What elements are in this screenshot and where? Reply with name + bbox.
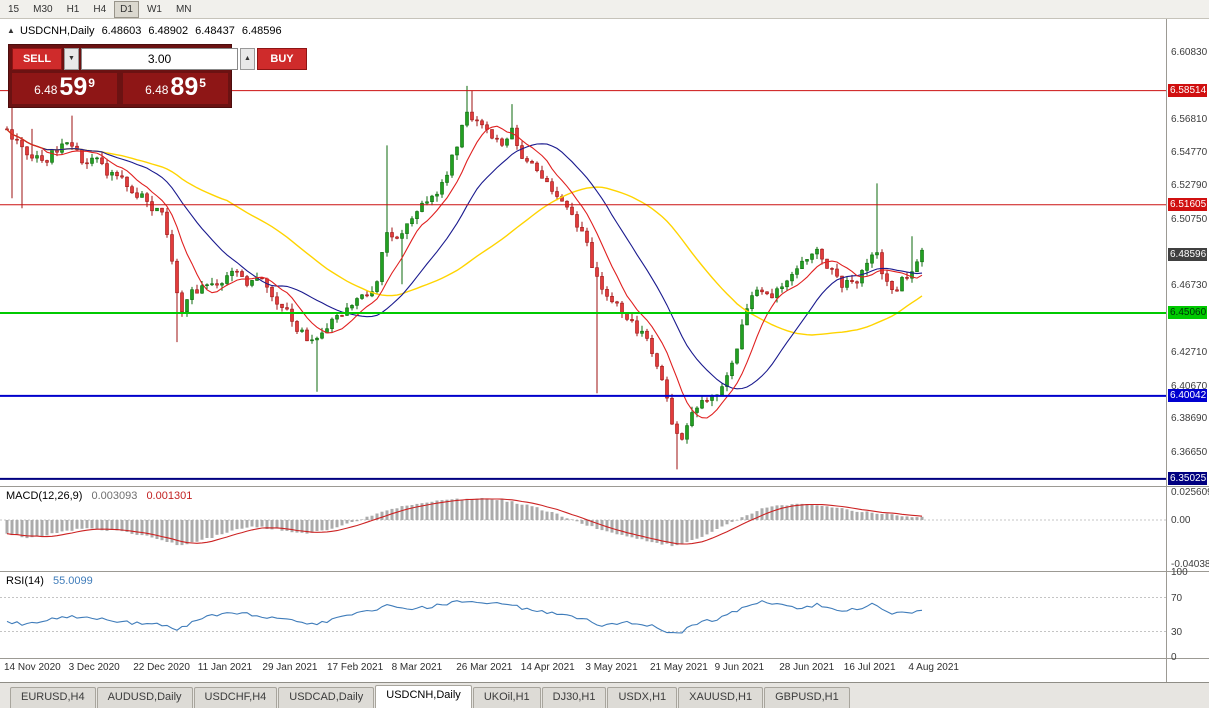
timeframe-button-m30[interactable]: M30 xyxy=(27,1,58,18)
ohlc-close: 6.48596 xyxy=(241,25,282,37)
sell-price-prefix: 6.48 xyxy=(34,82,58,97)
price-tick: 6.42710 xyxy=(1171,346,1208,358)
price-tick: 6.60830 xyxy=(1171,47,1208,59)
chart-tab-eurusd-h4[interactable]: EURUSD,H4 xyxy=(10,687,96,708)
buy-price-pip: 5 xyxy=(199,76,206,90)
ohlc-info: USDCNH,Daily 6.48603 6.48902 6.48437 6.4… xyxy=(20,25,282,37)
rsi-indicator-label: RSI(14) 55.0099 xyxy=(6,575,99,587)
timeframe-button-d1[interactable]: D1 xyxy=(114,0,139,18)
price-tick: 6.50750 xyxy=(1171,213,1208,225)
price-badge: 6.45060 xyxy=(1168,306,1207,319)
rsi-axis-tick: 0 xyxy=(1171,652,1177,663)
price-tick: 6.40670 xyxy=(1171,380,1208,392)
volume-decrease-button[interactable]: ▼ xyxy=(64,48,79,70)
chart-tab-ukoil-h1[interactable]: UKOil,H1 xyxy=(472,687,541,708)
sell-price-pip: 9 xyxy=(88,76,95,90)
date-label: 22 Dec 2020 xyxy=(133,662,190,673)
chart-symbol-label: USDCNH,Daily xyxy=(20,25,95,37)
price-tick: 6.52790 xyxy=(1171,180,1208,192)
date-label: 11 Jan 2021 xyxy=(197,662,253,673)
date-label: 3 Dec 2020 xyxy=(68,662,120,673)
date-label: 16 Jul 2021 xyxy=(843,662,896,673)
date-axis[interactable]: 14 Nov 2020 3 Dec 2020 22 Dec 2020 11 Jan 2… xyxy=(0,660,1166,680)
date-label: 9 Jun 2021 xyxy=(714,662,765,673)
rsi-axis-tick: 30 xyxy=(1171,626,1183,638)
chart-tab-gbpusd-h1[interactable]: GBPUSD,H1 xyxy=(764,687,850,708)
price-badge: 6.58514 xyxy=(1168,83,1207,97)
date-label: 14 Nov 2020 xyxy=(4,662,61,673)
timeframe-button-mn[interactable]: MN xyxy=(170,1,198,18)
rsi-axis-tick: 70 xyxy=(1171,592,1183,604)
chart-tab-xauusd-h1[interactable]: XAUUSD,H1 xyxy=(678,687,764,708)
chart-tab-usdx-h1[interactable]: USDX,H1 xyxy=(607,687,678,708)
buy-price-display[interactable]: 6.48 89 5 xyxy=(123,73,228,104)
price-tick: 6.38690 xyxy=(1171,413,1208,425)
timeframe-button-15[interactable]: 15 xyxy=(2,1,25,18)
timeframe-button-h4[interactable]: H4 xyxy=(87,1,112,18)
rsi-axis-tick: 100 xyxy=(1171,567,1188,578)
sell-price-main: 59 xyxy=(59,73,88,101)
price-badge: 6.40042 xyxy=(1168,388,1207,402)
macd-axis-tick: 0.025609 xyxy=(1171,487,1209,499)
date-label: 21 May 2021 xyxy=(650,662,708,673)
ohlc-high: 6.48902 xyxy=(148,25,189,37)
chart-tab-usdchf-h4[interactable]: USDCHF,H4 xyxy=(193,687,278,708)
macd-axis-tick: 0.00 xyxy=(1171,515,1191,526)
price-scale[interactable]: 6.60830 6.56810 6.54770 6.52790 6.50750 6.467… xyxy=(1168,19,1209,682)
date-label: 14 Apr 2021 xyxy=(520,662,575,673)
macd-main-value: 0.003093 xyxy=(91,490,138,502)
price-tick: 6.54770 xyxy=(1171,147,1208,159)
rsi-name: RSI(14) xyxy=(6,575,44,587)
chart-tab-dj30-h1[interactable]: DJ30,H1 xyxy=(541,687,607,708)
price-badge: 6.35025 xyxy=(1168,471,1207,485)
macd-name: MACD(12,26,9) xyxy=(6,490,83,502)
timeframe-button-w1[interactable]: W1 xyxy=(141,1,168,18)
date-label: 3 May 2021 xyxy=(585,662,638,673)
date-label: 29 Jan 2021 xyxy=(262,662,318,673)
volume-increase-button[interactable]: ▲ xyxy=(240,48,255,70)
date-label: 4 Aug 2021 xyxy=(908,662,959,673)
macd-axis-tick: -0.04038 xyxy=(1171,558,1209,570)
price-tick: 6.46730 xyxy=(1171,280,1208,292)
price-badge: 6.48596 xyxy=(1168,247,1207,261)
sell-button[interactable]: SELL xyxy=(12,48,62,70)
ohlc-open: 6.48603 xyxy=(101,25,142,37)
date-label: 17 Feb 2021 xyxy=(327,662,384,673)
date-label: 28 Jun 2021 xyxy=(779,662,835,673)
buy-price-prefix: 6.48 xyxy=(145,82,169,97)
sell-price-display[interactable]: 6.48 59 9 xyxy=(12,73,117,104)
rsi-value: 55.0099 xyxy=(52,575,93,587)
volume-input[interactable] xyxy=(81,48,238,70)
chart-tab-usdcnh-daily[interactable]: USDCNH,Daily xyxy=(375,685,472,708)
macd-signal-value: 0.001301 xyxy=(146,490,193,502)
one-click-panel-toggle-icon[interactable]: ▲ xyxy=(7,26,15,35)
chart-tab-audusd-daily[interactable]: AUDUSD,Daily xyxy=(96,687,193,708)
price-tick: 6.36650 xyxy=(1171,447,1208,459)
chart-tab-usdcad-daily[interactable]: USDCAD,Daily xyxy=(278,687,375,708)
price-badge: 6.51605 xyxy=(1168,197,1207,211)
buy-price-main: 89 xyxy=(170,73,199,101)
timeframe-button-h1[interactable]: H1 xyxy=(61,1,86,18)
timeframe-toolbar: 15 M30 H1 H4 D1 W1 MN xyxy=(0,0,1209,19)
chevron-up-icon: ▲ xyxy=(244,55,251,62)
ohlc-low: 6.48437 xyxy=(195,25,235,37)
macd-indicator-label: MACD(12,26,9) 0.003093 0.001301 xyxy=(6,490,198,502)
chevron-down-icon: ▼ xyxy=(68,55,75,62)
buy-button[interactable]: BUY xyxy=(257,48,307,70)
price-tick: 6.56810 xyxy=(1171,113,1208,125)
chart-tab-bar: EURUSD,H4 AUDUSD,Daily USDCHF,H4 USDCAD,Dai… xyxy=(0,682,1209,708)
one-click-trade-panel: SELL ▼ ▲ BUY 6.48 59 9 6.48 89 5 xyxy=(8,44,307,108)
date-label: 8 Mar 2021 xyxy=(391,662,443,673)
date-label: 26 Mar 2021 xyxy=(456,662,513,673)
